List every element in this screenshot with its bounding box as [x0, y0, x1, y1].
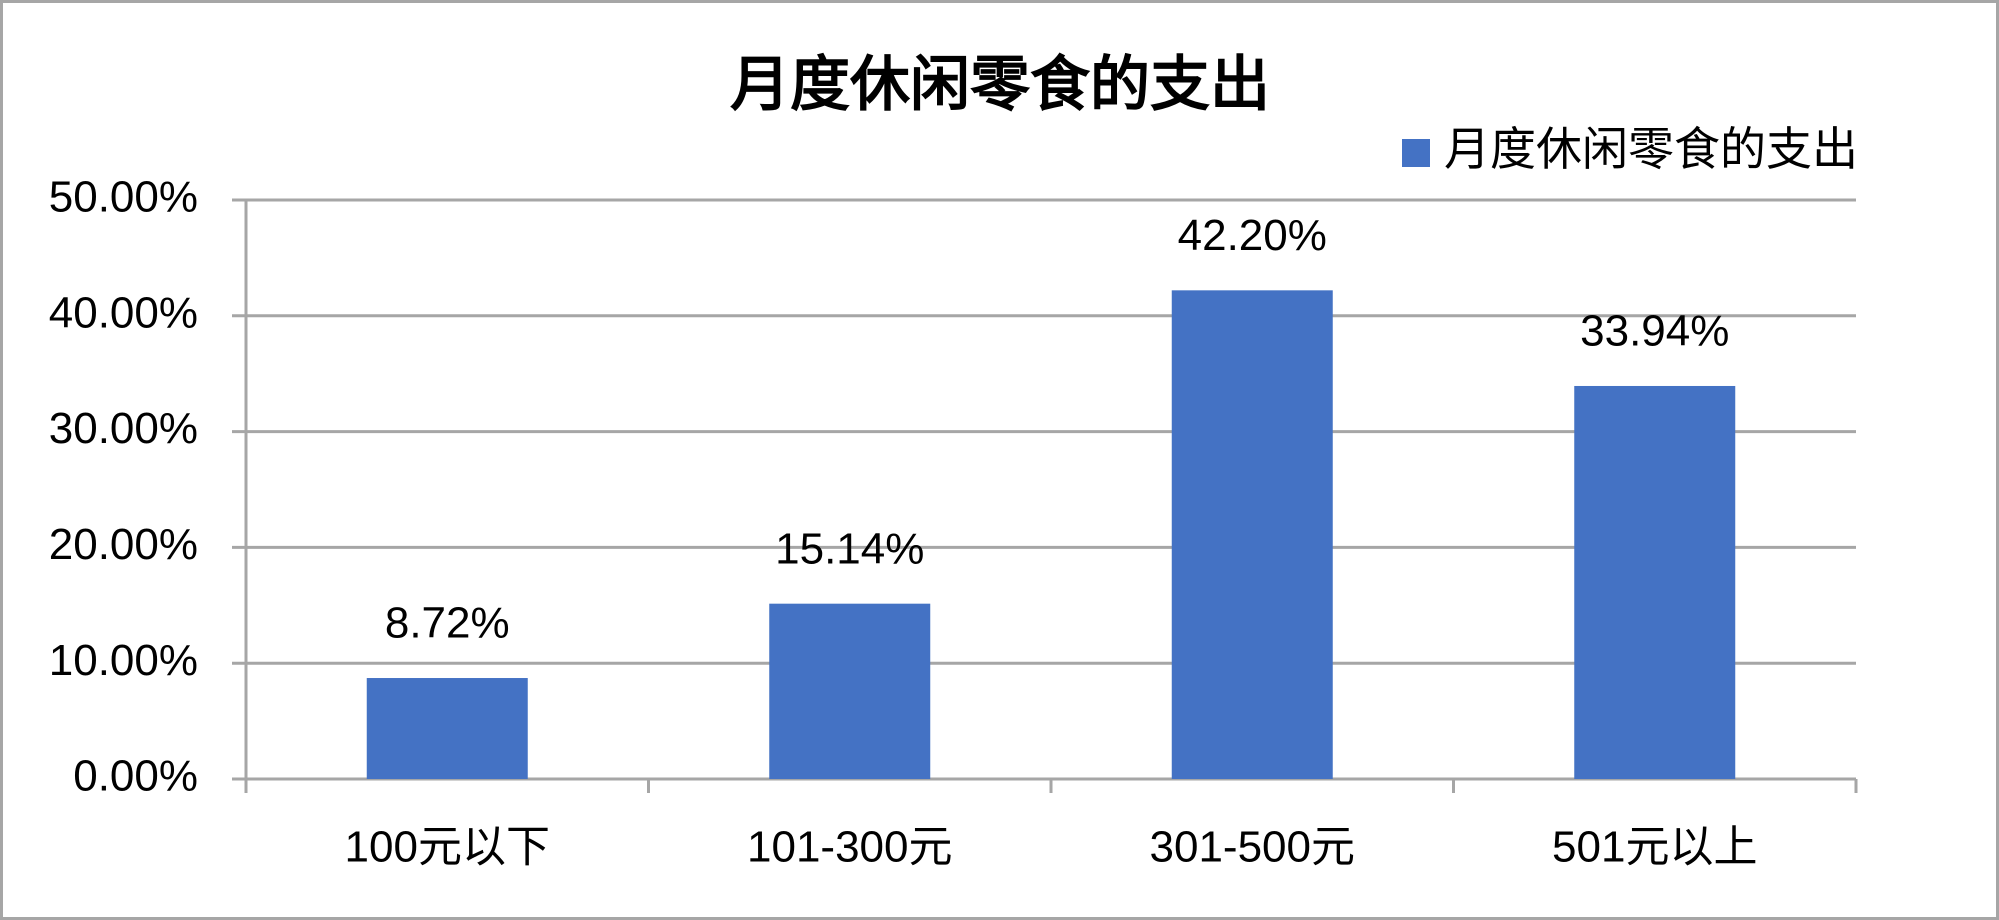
data-label: 42.20% [1178, 211, 1327, 260]
y-tick-label: 20.00% [49, 520, 198, 569]
bar [366, 678, 528, 779]
y-tick-label: 0.00% [73, 752, 198, 801]
x-tick-label: 501元以上 [1552, 823, 1757, 872]
data-label: 33.94% [1580, 307, 1729, 356]
legend-swatch [1402, 139, 1430, 167]
y-tick-label: 50.00% [49, 173, 198, 222]
data-label: 15.14% [775, 524, 924, 573]
bar [769, 603, 931, 779]
legend-label: 月度休闲零食的支出 [1444, 123, 1858, 175]
bar [1171, 290, 1333, 779]
y-tick-label: 30.00% [49, 404, 198, 453]
data-label: 8.72% [385, 599, 510, 648]
x-tick-label: 100元以下 [345, 823, 550, 872]
y-tick-label: 10.00% [49, 636, 198, 685]
y-tick-label: 40.00% [49, 288, 198, 337]
x-tick-label: 101-300元 [747, 823, 952, 872]
bar [1574, 385, 1736, 779]
chart-title: 月度休闲零食的支出 [730, 51, 1270, 118]
x-tick-label: 301-500元 [1150, 823, 1355, 872]
